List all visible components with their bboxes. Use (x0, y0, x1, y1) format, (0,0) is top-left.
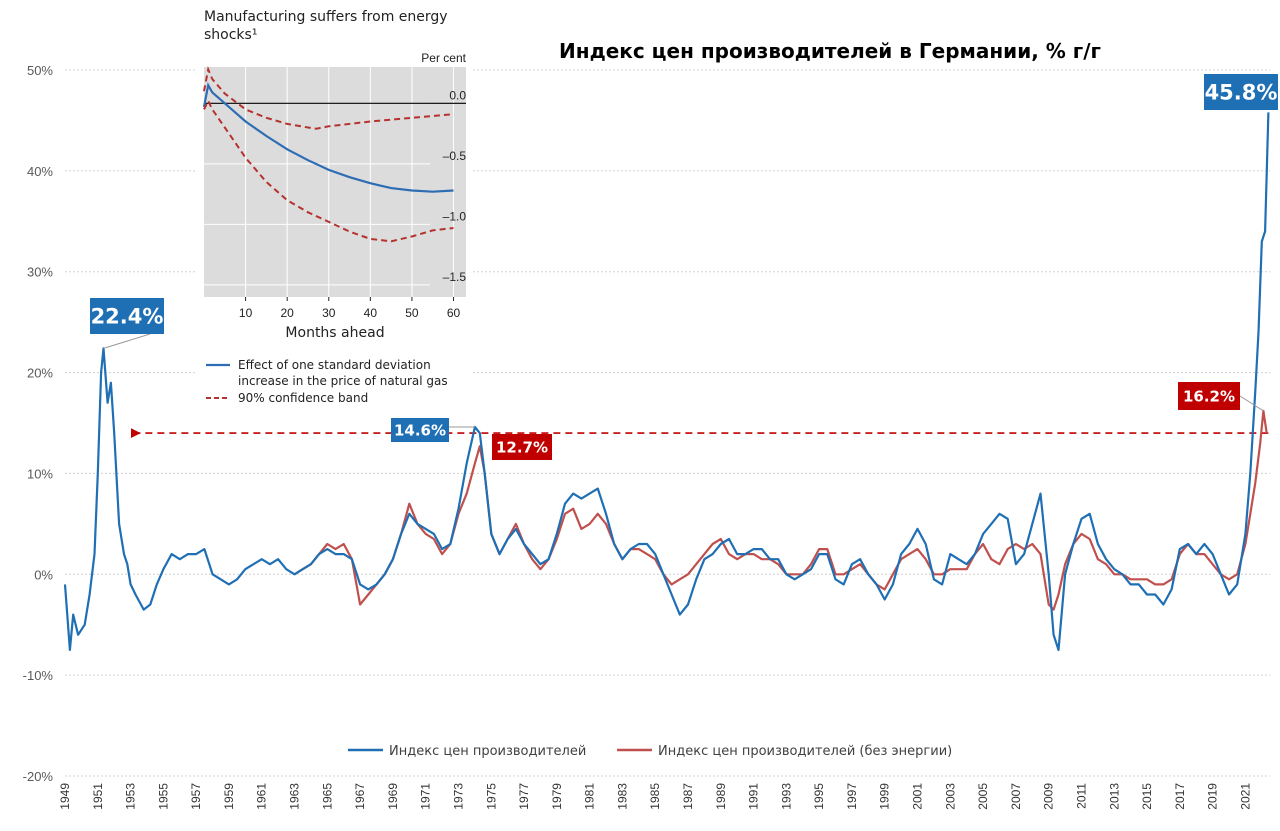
y-tick-label: -10% (23, 668, 54, 683)
x-tick-label: 2003 (943, 783, 957, 810)
inset-legend-effect-line1: Effect of one standard deviation (238, 358, 431, 372)
callout-leader (103, 333, 151, 349)
x-tick-label: 2001 (911, 783, 925, 810)
inset-chart: Manufacturing suffers from energy shocks… (195, 0, 473, 405)
x-tick-label: 1949 (58, 783, 72, 810)
x-tick-label: 2019 (1206, 783, 1220, 810)
inset-legend-band: 90% confidence band (238, 391, 368, 405)
x-tick-label: 1985 (648, 783, 662, 810)
y-tick-label: 20% (27, 366, 53, 381)
x-tick-label: 1995 (812, 783, 826, 810)
inset-x-tick-label: 60 (447, 306, 461, 320)
y-axis-ticks: 50% 40% 30% 20% 10% 0% -10% -20% (23, 63, 54, 784)
inset-title-line2: shocks¹ (204, 27, 257, 43)
y-tick-label: 10% (27, 466, 53, 481)
y-tick-label: 40% (27, 164, 53, 179)
x-tick-label: 1963 (288, 783, 302, 810)
x-tick-label: 1955 (156, 783, 170, 810)
x-tick-label: 1975 (484, 783, 498, 810)
x-tick-label: 1981 (583, 783, 597, 810)
inset-series (202, 65, 454, 243)
callouts: 22.4% 14.6% 45.8% 12.7% 16.2% (90, 74, 1278, 460)
legend: Индекс цен производителей Индекс цен про… (348, 744, 952, 759)
inset-x-tick-label: 50 (405, 306, 419, 320)
x-tick-label: 1991 (747, 783, 761, 810)
x-tick-label: 1979 (550, 783, 564, 810)
x-tick-label: 1967 (353, 783, 367, 810)
x-tick-label: 2021 (1238, 783, 1252, 810)
x-tick-label: 1953 (124, 783, 138, 810)
callout-label: 22.4% (91, 305, 164, 329)
inset-series-lower (203, 98, 454, 243)
x-tick-label: 2015 (1140, 783, 1154, 810)
inset-y-ticks: 0.0 –0.5 –1.0 –1.5 (443, 88, 467, 284)
x-tick-label: 2017 (1173, 783, 1187, 810)
x-tick-label: 2007 (1009, 783, 1023, 810)
x-tick-label: 1999 (878, 783, 892, 810)
callout-box (90, 298, 164, 334)
x-tick-label: 2013 (1107, 783, 1121, 810)
x-tick-label: 1989 (714, 783, 728, 810)
inset-legend-effect-line2: increase in the price of natural gas (238, 374, 448, 388)
x-tick-label: 2011 (1074, 783, 1088, 809)
inset-unit-label: Per cent (421, 51, 466, 65)
y-tick-label: -20% (23, 769, 54, 784)
x-tick-label: 1959 (222, 783, 236, 810)
inset-x-tick-label: 10 (239, 306, 253, 320)
inset-series-upper (203, 65, 454, 130)
chart-title: Индекс цен производителей в Германии, % … (559, 39, 1101, 63)
x-tick-label: 1987 (681, 783, 695, 810)
x-tick-label: 1965 (320, 783, 334, 810)
callout-label: 16.2% (1183, 387, 1235, 405)
x-tick-label: 1983 (615, 783, 629, 810)
callout-box (1204, 74, 1278, 110)
x-tick-label: 1977 (517, 783, 531, 810)
series-line-ppi-ex-energy (293, 409, 1268, 611)
callout-box (391, 418, 449, 442)
inset-x-tick-label: 40 (364, 306, 378, 320)
inset-gridlines (204, 67, 466, 297)
inset-x-tick-label: 30 (322, 306, 336, 320)
x-tick-label: 1961 (255, 783, 269, 810)
x-tick-label: 1997 (845, 783, 859, 810)
x-tick-label: 1993 (779, 783, 793, 810)
inset-series-effect (202, 82, 454, 193)
x-tick-label: 1973 (451, 783, 465, 810)
callout-label: 14.6% (394, 421, 446, 439)
x-tick-label: 2009 (1042, 783, 1056, 810)
x-tick-label: 1971 (419, 783, 433, 810)
y-tick-label: 50% (27, 63, 53, 78)
inset-y-tick-label: –0.5 (443, 149, 467, 163)
y-tick-label: 0% (34, 567, 53, 582)
callout-leader (1239, 395, 1264, 412)
x-axis-ticks: 1949 1951 1953 1955 1957 1959 1961 1963 1965 1967… (58, 783, 1252, 810)
x-tick-label: 1957 (189, 783, 203, 810)
callout-label: 45.8% (1205, 81, 1278, 105)
inset-x-ticks: 10 20 30 40 50 60 (239, 297, 461, 320)
inset-x-tick-label: 20 (280, 306, 294, 320)
x-tick-label: 1969 (386, 783, 400, 810)
callout-box (1178, 382, 1240, 410)
x-tick-label: 2005 (976, 783, 990, 810)
inset-plot-area (204, 67, 466, 297)
series-line-ppi (63, 112, 1270, 651)
y-tick-label: 30% (27, 265, 53, 280)
x-tick-label: 1951 (91, 783, 105, 810)
legend-label-ppi-ex-energy: Индекс цен производителей (без энергии) (658, 744, 952, 759)
inset-y-tick-label: –1.5 (443, 270, 467, 284)
callout-box (492, 434, 552, 460)
inset-title-line1: Manufacturing suffers from energy (204, 9, 448, 25)
legend-label-ppi: Индекс цен производителей (389, 744, 586, 759)
inset-x-label: Months ahead (285, 325, 384, 341)
series-layer (63, 112, 1270, 651)
inset-y-tick-label: –1.0 (443, 209, 467, 223)
callout-label: 12.7% (496, 438, 548, 456)
inset-y-tick-label: 0.0 (449, 88, 466, 102)
